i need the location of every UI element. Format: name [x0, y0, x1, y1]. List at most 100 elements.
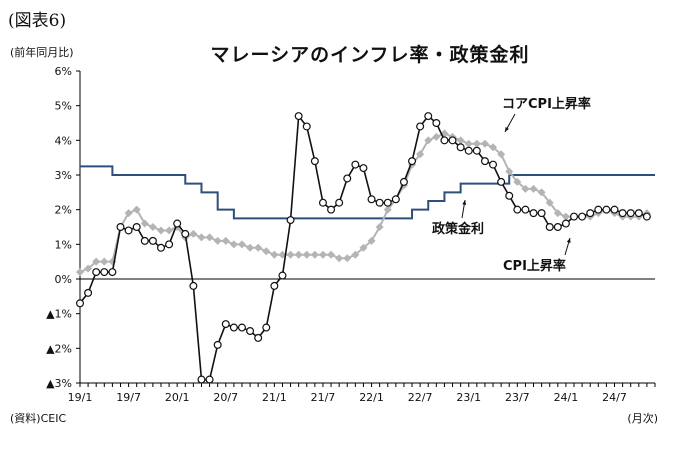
core-cpi-point [513, 177, 522, 186]
core-cpi-point [124, 209, 133, 218]
cpi-point [359, 164, 368, 173]
cpi-point [229, 323, 238, 332]
x-tick-label: 20/1 [165, 391, 190, 404]
chart-title: マレーシアのインフレ率・政策金利 [210, 44, 530, 66]
core-cpi-point [156, 226, 165, 235]
core-cpi-point [132, 205, 141, 214]
core-cpi-point [472, 139, 481, 148]
cpi-point [472, 146, 481, 155]
core-cpi-point [416, 150, 425, 159]
y-tick-label: ▲1% [46, 308, 72, 321]
core-cpi-point [561, 212, 570, 221]
cpi-point [578, 212, 587, 221]
cpi-point [497, 177, 506, 186]
cpi-point [100, 268, 109, 277]
cpi-point [237, 323, 246, 332]
x-tick-label: 21/1 [262, 391, 287, 404]
cpi-point [205, 375, 214, 384]
core-cpi-point [480, 139, 489, 148]
core-cpi-point [294, 250, 303, 259]
cpi-point [165, 240, 174, 249]
cpi-point [424, 112, 433, 121]
cpi-point [480, 157, 489, 166]
x-tick-label: 23/7 [505, 391, 530, 404]
cpi-point [343, 174, 352, 183]
cpi-point [383, 198, 392, 207]
x-unit-label: (月次) [627, 412, 658, 425]
cpi-point [634, 209, 643, 218]
cpi-point [197, 375, 206, 384]
cpi-point [108, 268, 117, 277]
cpi-point [553, 223, 562, 232]
arrow-policy-rate-head [462, 200, 467, 205]
core-cpi-point [262, 247, 271, 256]
cpi-point [278, 271, 287, 280]
core-cpi-point [529, 184, 538, 193]
core-cpi-point [270, 250, 279, 259]
series-line-policy-rate [80, 165, 655, 220]
y-tick-label: 1% [55, 238, 72, 251]
core-cpi-point [359, 243, 368, 252]
core-cpi-point [302, 250, 311, 259]
y-tick-label: 5% [55, 100, 72, 113]
core-cpi-point [367, 236, 376, 245]
cpi-point [456, 143, 465, 152]
cpi-point [156, 243, 165, 252]
cpi-point [521, 205, 530, 214]
core-cpi-point [375, 223, 384, 231]
core-cpi-point [254, 243, 263, 252]
core-cpi-point [521, 184, 530, 193]
cpi-point [602, 205, 611, 214]
cpi-point [561, 219, 570, 228]
core-cpi-point [100, 257, 109, 266]
cpi-point [367, 195, 376, 204]
cpi-point [246, 327, 255, 336]
core-cpi-point [424, 136, 433, 145]
core-cpi-point [148, 223, 157, 231]
cpi-point [75, 299, 84, 308]
y-tick-label: 2% [55, 204, 72, 217]
cpi-point [432, 118, 441, 127]
y-tick-label: 3% [55, 169, 72, 182]
y-tick-label: 0% [55, 273, 72, 286]
x-tick-label: 24/1 [554, 391, 579, 404]
cpi-point [254, 333, 263, 342]
core-cpi-point [84, 264, 93, 273]
core-cpi-point [553, 209, 562, 218]
arrow-cpi-head [566, 238, 571, 243]
cpi-point [310, 157, 319, 166]
cpi-point [408, 157, 417, 166]
x-tick-label: 24/7 [602, 391, 627, 404]
cpi-point [375, 198, 384, 207]
x-tick-label: 23/1 [456, 391, 481, 404]
cpi-point [262, 323, 271, 332]
cpi-point [84, 288, 93, 297]
label-policy-rate: 政策金利 [432, 221, 484, 237]
core-cpi-point [197, 233, 206, 242]
cpi-point [529, 209, 538, 218]
core-cpi-point [335, 254, 344, 263]
chart-axes: 6% 5% 4% 3% 2% 1% 0% ▲1% ▲2% ▲3%19/1 19/7 20/1 20/7 2… [46, 65, 656, 404]
cpi-point [464, 146, 473, 155]
cpi-point [148, 236, 157, 245]
core-cpi-point [229, 240, 238, 249]
cpi-point [448, 136, 457, 145]
arrow-core-cpi-head [505, 127, 509, 132]
core-cpi-point [318, 250, 327, 259]
core-cpi-point [456, 136, 465, 145]
cpi-point [294, 112, 303, 121]
core-cpi-point [76, 268, 84, 277]
y-tick-label: 6% [55, 65, 72, 78]
core-cpi-point [246, 243, 255, 252]
cpi-point [545, 223, 554, 232]
core-cpi-point [545, 198, 554, 207]
core-cpi-point [383, 205, 392, 214]
y-tick-label: 4% [55, 134, 72, 147]
core-cpi-point [432, 132, 441, 141]
core-cpi-point [237, 240, 246, 249]
x-tick-label: 19/1 [68, 391, 93, 404]
cpi-point [318, 198, 327, 207]
cpi-point [416, 122, 425, 131]
core-cpi-point [489, 143, 498, 152]
